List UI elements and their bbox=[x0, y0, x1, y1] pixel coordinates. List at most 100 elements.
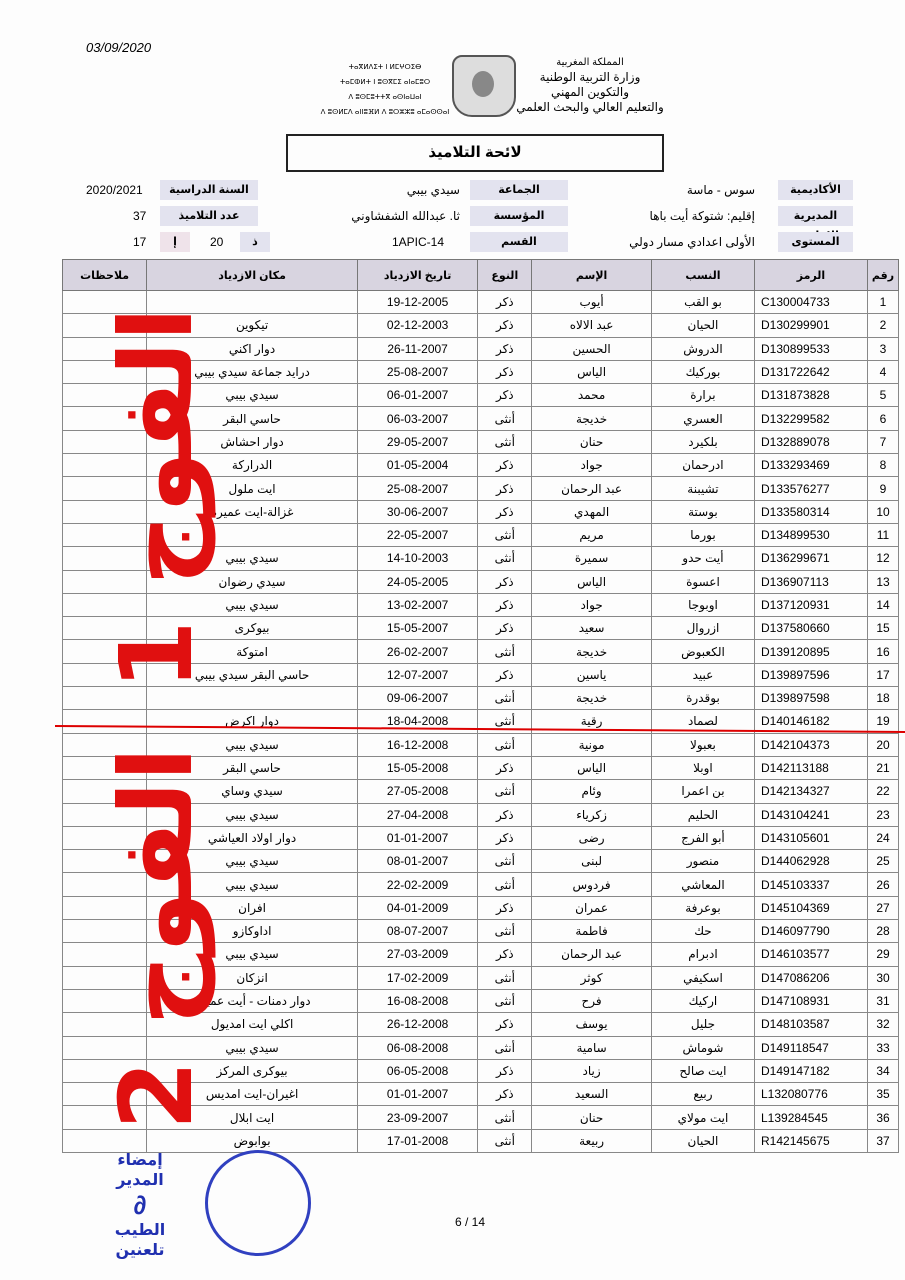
table-cell: ايت مولاي bbox=[650, 1105, 756, 1130]
table-cell bbox=[61, 686, 148, 711]
table-cell: سعيد bbox=[531, 616, 652, 641]
table-cell: ايت ابلال bbox=[146, 1105, 358, 1130]
table-row: 36 L139284545 ايت مولاي حنان أنثى 23-09-2007 ا… bbox=[61, 1105, 899, 1130]
table-cell: D131873828 bbox=[754, 383, 868, 408]
table-cell: أنثى bbox=[477, 965, 533, 990]
table-cell: أنثى bbox=[477, 1128, 533, 1153]
table-cell: 37 bbox=[867, 1128, 899, 1153]
table-cell: بن اعمرا bbox=[650, 779, 756, 804]
handwritten-group-2: الفوج 2 bbox=[97, 747, 215, 1130]
table-cell: فرح bbox=[531, 988, 652, 1014]
table-cell: 12 bbox=[867, 546, 899, 571]
direction-label: المديرية الإقليمية bbox=[778, 206, 853, 242]
table-cell: 14-10-2003 bbox=[356, 546, 479, 571]
table-cell: الحسين bbox=[531, 336, 652, 361]
table-cell: 29 bbox=[867, 942, 899, 967]
table-cell: جواد bbox=[531, 453, 652, 478]
table-cell: 22-02-2009 bbox=[356, 872, 479, 897]
table-row: 29 D146103577 ادبرام عبد الرحمان ذكر 27-03-20… bbox=[61, 942, 899, 967]
table-cell bbox=[61, 639, 148, 664]
table-cell: أنثى bbox=[477, 546, 533, 571]
table-cell: D142134327 bbox=[754, 779, 868, 804]
table-cell: بوستة bbox=[650, 499, 756, 524]
table-row: 15 D137580660 ازروال سعيد ذكر 15-05-2007 بيوكر… bbox=[61, 616, 899, 641]
table-cell: D132299582 bbox=[754, 406, 868, 431]
table-cell: المعاشي bbox=[650, 872, 756, 897]
count-value: 37 bbox=[133, 209, 147, 223]
table-cell: 20 bbox=[867, 732, 899, 757]
table-cell: جليل bbox=[650, 1012, 756, 1037]
table-cell: 4 bbox=[867, 359, 899, 385]
table-cell: 26-12-2008 bbox=[356, 1012, 479, 1037]
table-cell: فاطمة bbox=[531, 919, 652, 944]
table-cell: سيدي بيبي bbox=[146, 849, 358, 874]
print-date: 03/09/2020 bbox=[86, 40, 152, 55]
table-cell: ذكر bbox=[477, 755, 533, 781]
class-value: 1APIC-14 bbox=[392, 235, 445, 249]
table-row: 21 D142113188 اوبلا الياس ذكر 15-05-2008 حاسي … bbox=[61, 755, 899, 781]
table-cell: D139897596 bbox=[754, 662, 868, 688]
table-cell: D139120895 bbox=[754, 639, 868, 664]
page-title: لائحة التلاميذ bbox=[286, 134, 664, 172]
table-cell: بوعرفة bbox=[650, 895, 756, 921]
table-cell: ذكر bbox=[477, 1082, 533, 1107]
table-cell: 35 bbox=[867, 1082, 899, 1107]
table-cell: 24 bbox=[867, 825, 899, 851]
table-cell: ايت صالح bbox=[650, 1058, 756, 1084]
table-cell: 25-08-2007 bbox=[356, 476, 479, 501]
table-cell: بوقدرة bbox=[650, 686, 756, 711]
table-cell: عبد الرحمان bbox=[531, 476, 652, 501]
table-cell: زكرياء bbox=[531, 802, 652, 827]
table-cell bbox=[61, 1058, 148, 1084]
table-cell: 23 bbox=[867, 802, 899, 827]
tifinagh-line: ⴷ ⵓⵙⵍⵎⴷ ⴰⵏⵏⵓⴼⵍ ⴷ ⵓⵔⵣⵣⵓ ⴰⵎⴰⵙⵙⴰⵏ bbox=[320, 108, 450, 116]
table-cell: ياسين bbox=[531, 662, 652, 688]
table-cell: D149147182 bbox=[754, 1058, 868, 1084]
class-label: القسم bbox=[470, 232, 568, 252]
table-cell: سيدي بيبي bbox=[146, 1035, 358, 1060]
table-cell bbox=[61, 1082, 148, 1107]
table-cell: 27-05-2008 bbox=[356, 779, 479, 804]
table-cell: 06-05-2008 bbox=[356, 1058, 479, 1084]
table-cell bbox=[61, 289, 148, 315]
table-cell: 19-12-2005 bbox=[356, 289, 479, 315]
table-cell: حنان bbox=[531, 1105, 652, 1130]
table-cell: D136907113 bbox=[754, 569, 868, 594]
table-cell: شوماش bbox=[650, 1035, 756, 1060]
table-cell: D136299671 bbox=[754, 546, 868, 571]
table-cell: امتوكة bbox=[146, 639, 358, 664]
table-cell: أنثى bbox=[477, 1105, 533, 1130]
table-cell: ذكر bbox=[477, 313, 533, 338]
table-row: 8 D133293469 ادرحمان جواد ذكر 01-05-2004 الدرا… bbox=[61, 453, 899, 478]
table-row: 10 D133580314 بوستة المهدي ذكر 30-06-2007 غزال… bbox=[61, 499, 899, 524]
table-cell: 13 bbox=[867, 569, 899, 594]
table-cell: أنثى bbox=[477, 779, 533, 804]
table-cell: 16-08-2008 bbox=[356, 988, 479, 1014]
table-cell: محمد bbox=[531, 383, 652, 408]
table-cell: كوثر bbox=[531, 965, 652, 990]
table-cell: تيكوين bbox=[146, 313, 358, 338]
table-row: 4 D131722642 بوركيك الياس ذكر 25-08-2007 درايد… bbox=[61, 359, 899, 385]
table-cell: جواد bbox=[531, 592, 652, 618]
table-row: 20 D142104373 بعبولا مونية أنثى 16-12-2008 سيد… bbox=[61, 732, 899, 757]
signature-scribble-icon: ∂ bbox=[133, 1190, 147, 1220]
table-cell bbox=[61, 313, 148, 338]
table-cell: D142104373 bbox=[754, 732, 868, 757]
table-cell: D137120931 bbox=[754, 592, 868, 618]
table-cell: عبد الرحمان bbox=[531, 942, 652, 967]
table-cell: يوسف bbox=[531, 1012, 652, 1037]
table-cell: ذكر bbox=[477, 592, 533, 618]
table-cell bbox=[61, 616, 148, 641]
table-cell: سيدي وساي bbox=[146, 779, 358, 804]
table-cell: 34 bbox=[867, 1058, 899, 1084]
table-cell: 08-01-2007 bbox=[356, 849, 479, 874]
table-cell: عبيد bbox=[650, 662, 756, 688]
table-cell: الدراركة bbox=[146, 453, 358, 478]
table-cell: غزالة-ايت عميرة bbox=[146, 499, 358, 524]
table-cell: مريم bbox=[531, 522, 652, 548]
table-cell: أنثى bbox=[477, 849, 533, 874]
table-cell bbox=[61, 336, 148, 361]
table-cell: L132080776 bbox=[754, 1082, 868, 1107]
table-row: 9 D133576277 تشيبنة عبد الرحمان ذكر 25-08-200… bbox=[61, 476, 899, 501]
table-cell: حك bbox=[650, 919, 756, 944]
